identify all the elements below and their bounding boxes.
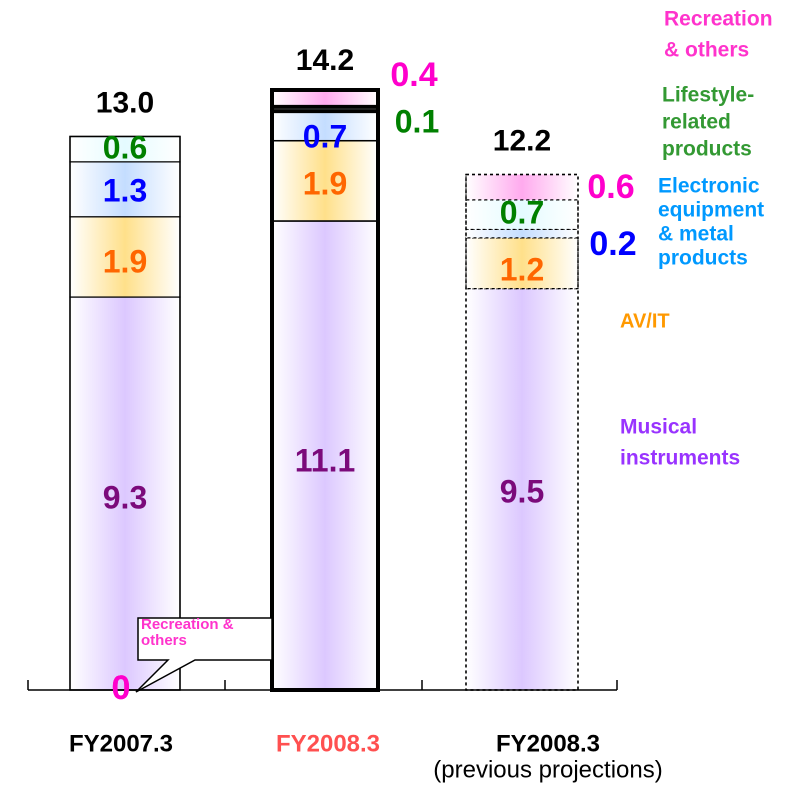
value-label: 0.1	[395, 103, 439, 139]
value-label: 1.9	[303, 165, 347, 201]
legend-label: products	[658, 247, 748, 270]
callout-text: Recreation &	[141, 616, 234, 633]
value-label-zero: 0	[112, 669, 131, 707]
legend-label: Electronic	[658, 175, 760, 198]
legend-label: equipment	[658, 199, 764, 222]
total-label-2: 12.2	[493, 124, 551, 157]
value-label: 0.7	[303, 118, 347, 154]
value-label: 9.3	[103, 479, 147, 515]
bar-2-seg-1	[465, 237, 579, 290]
bar-2-seg-0	[465, 287, 579, 691]
category-label: FY2008.3	[276, 730, 380, 757]
value-label: 11.1	[295, 442, 356, 478]
value-label: 1.2	[500, 251, 544, 287]
total-label-1: 14.2	[296, 44, 354, 77]
legend-label: Recreation	[664, 8, 773, 31]
total-label-0: 13.0	[96, 86, 154, 119]
value-label: 0.7	[500, 194, 544, 230]
bar-1-seg-4	[271, 89, 379, 108]
category-sublabel: (previous projections)	[433, 756, 662, 783]
bar-2-seg-4	[465, 173, 579, 201]
legend-label: related	[662, 111, 731, 134]
value-label: 9.5	[500, 473, 544, 509]
callout-text: others	[141, 632, 187, 649]
value-label: 1.3	[103, 172, 147, 208]
value-label: 1.9	[103, 243, 147, 279]
value-label: 0.6	[103, 129, 147, 165]
legend-label: Musical	[620, 416, 697, 439]
legend-label: AV/IT	[620, 310, 670, 332]
bar-2-outline	[465, 173, 579, 691]
value-label: 0.4	[390, 56, 437, 94]
legend-label: products	[662, 138, 752, 161]
legend-label: Lifestyle-	[662, 84, 754, 107]
legend-label: instruments	[620, 447, 740, 470]
bar-0-seg-1	[69, 216, 181, 298]
legend-label: & metal	[658, 223, 734, 246]
category-label: FY2007.3	[69, 730, 173, 757]
callout-box	[135, 617, 273, 693]
legend-label: & others	[664, 39, 749, 62]
category-label: FY2008.3	[496, 730, 600, 757]
value-label: 0.2	[589, 225, 636, 263]
value-label: 0	[112, 669, 131, 707]
value-label: 0.6	[587, 168, 634, 206]
bar-2-seg-2	[465, 228, 579, 239]
